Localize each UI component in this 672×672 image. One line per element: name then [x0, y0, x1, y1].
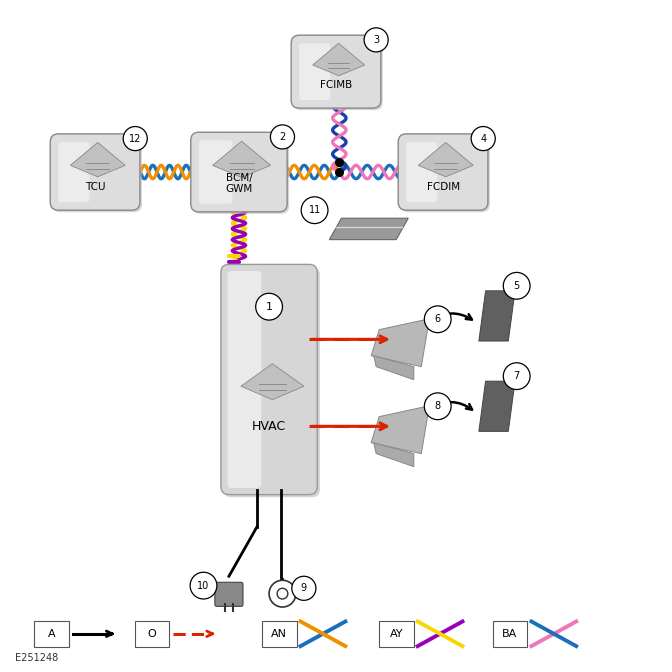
FancyBboxPatch shape — [379, 621, 414, 646]
Text: 5: 5 — [513, 281, 520, 291]
FancyBboxPatch shape — [50, 134, 140, 210]
Polygon shape — [418, 142, 473, 177]
Text: E251248: E251248 — [15, 653, 58, 663]
Circle shape — [301, 197, 328, 224]
FancyBboxPatch shape — [34, 621, 69, 646]
Text: 11: 11 — [308, 205, 321, 215]
Circle shape — [190, 573, 217, 599]
FancyBboxPatch shape — [199, 140, 233, 204]
Polygon shape — [71, 142, 125, 177]
Text: 4: 4 — [480, 134, 487, 144]
FancyBboxPatch shape — [261, 621, 296, 646]
Circle shape — [503, 363, 530, 390]
Text: 3: 3 — [373, 35, 379, 45]
FancyBboxPatch shape — [134, 621, 169, 646]
Polygon shape — [374, 355, 414, 380]
Text: 2: 2 — [280, 132, 286, 142]
Text: A: A — [48, 629, 55, 639]
FancyBboxPatch shape — [407, 142, 437, 202]
Text: FCDIM: FCDIM — [427, 182, 460, 192]
Polygon shape — [479, 381, 515, 431]
Text: 7: 7 — [513, 371, 520, 381]
FancyBboxPatch shape — [58, 142, 89, 202]
Text: TCU: TCU — [85, 182, 106, 192]
FancyBboxPatch shape — [224, 267, 320, 497]
Text: AY: AY — [390, 629, 403, 639]
Polygon shape — [241, 364, 304, 400]
Text: 12: 12 — [129, 134, 141, 144]
FancyBboxPatch shape — [401, 136, 490, 212]
Polygon shape — [371, 319, 429, 367]
FancyBboxPatch shape — [291, 35, 381, 108]
Polygon shape — [374, 443, 414, 466]
Circle shape — [255, 293, 282, 320]
Circle shape — [123, 126, 147, 151]
FancyBboxPatch shape — [193, 134, 289, 214]
Polygon shape — [312, 44, 365, 76]
FancyBboxPatch shape — [299, 43, 331, 100]
Circle shape — [503, 272, 530, 299]
FancyBboxPatch shape — [215, 582, 243, 606]
Circle shape — [292, 577, 316, 600]
Text: FCIMB: FCIMB — [320, 80, 352, 90]
Circle shape — [424, 306, 451, 333]
Polygon shape — [479, 291, 515, 341]
FancyBboxPatch shape — [293, 37, 383, 110]
FancyBboxPatch shape — [493, 621, 528, 646]
FancyBboxPatch shape — [221, 264, 317, 495]
Text: 8: 8 — [435, 401, 441, 411]
Circle shape — [364, 28, 388, 52]
Circle shape — [424, 393, 451, 419]
Text: AN: AN — [271, 629, 287, 639]
Polygon shape — [212, 141, 271, 177]
Text: 6: 6 — [435, 314, 441, 325]
Text: 1: 1 — [265, 302, 273, 312]
Circle shape — [270, 125, 294, 149]
Circle shape — [471, 126, 495, 151]
Text: O: O — [148, 629, 157, 639]
Polygon shape — [371, 406, 429, 454]
FancyBboxPatch shape — [228, 271, 261, 488]
FancyBboxPatch shape — [191, 132, 287, 212]
Text: 9: 9 — [301, 583, 307, 593]
Text: HVAC: HVAC — [252, 420, 286, 433]
Text: 10: 10 — [198, 581, 210, 591]
Text: BCM/
GWM: BCM/ GWM — [225, 173, 253, 194]
Polygon shape — [329, 218, 409, 240]
FancyBboxPatch shape — [398, 134, 488, 210]
Text: BA: BA — [503, 629, 517, 639]
FancyBboxPatch shape — [52, 136, 142, 212]
